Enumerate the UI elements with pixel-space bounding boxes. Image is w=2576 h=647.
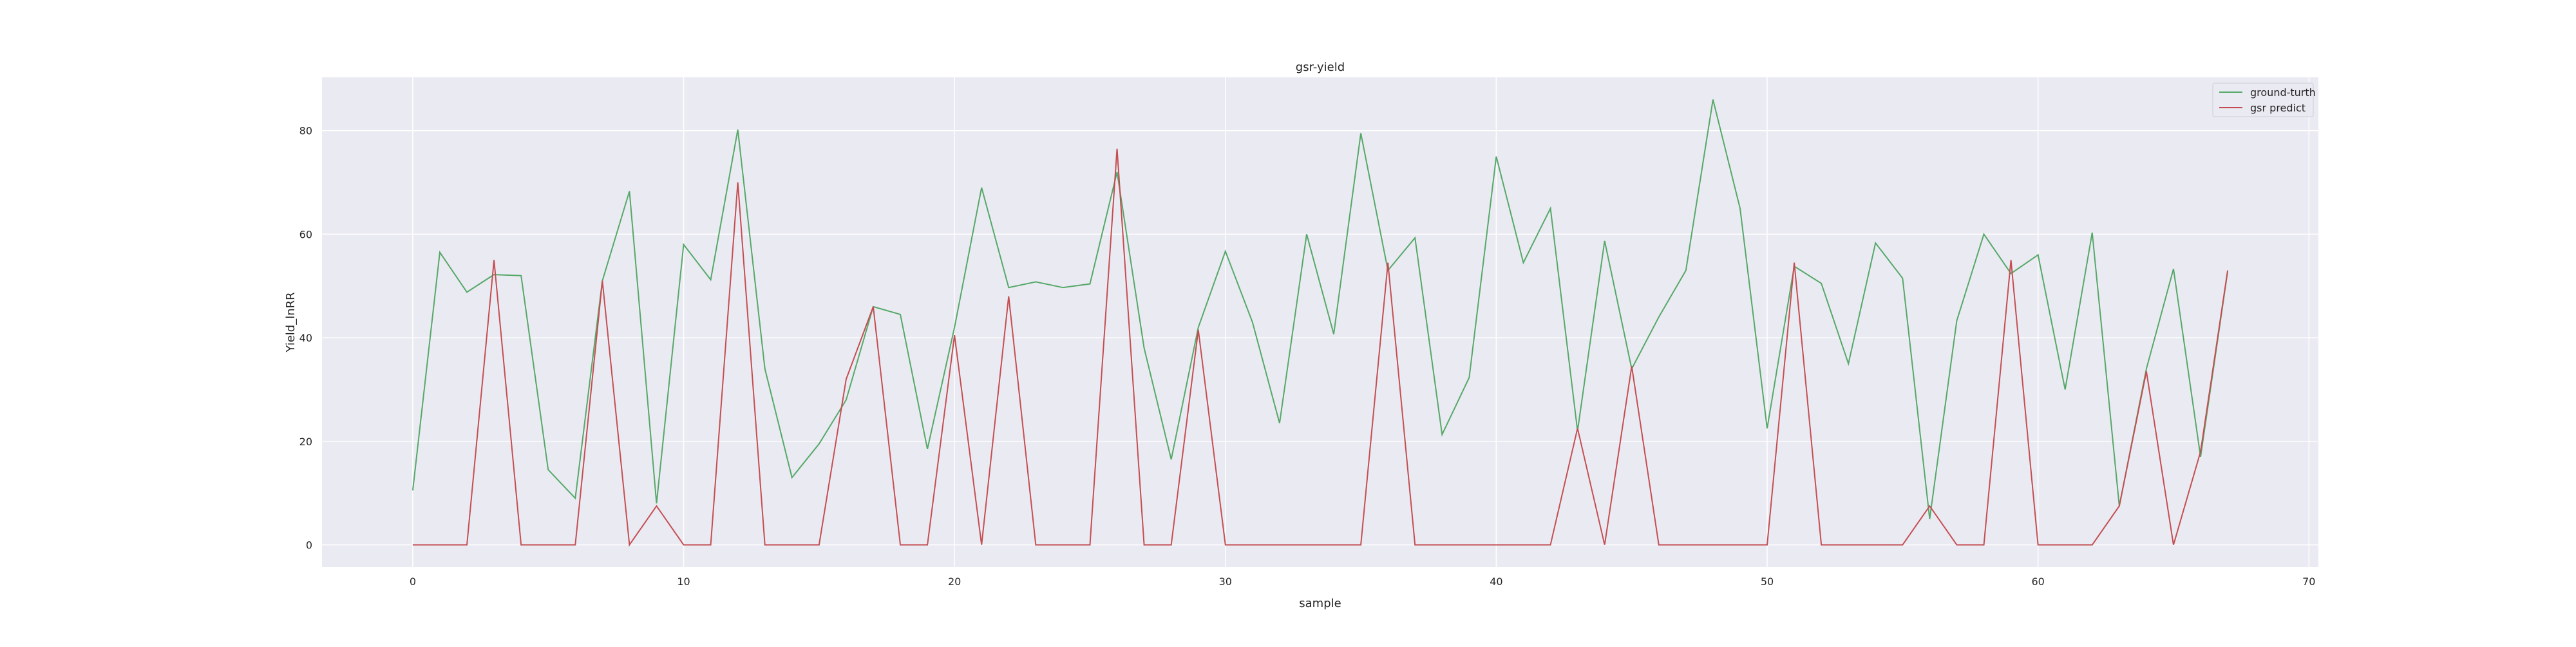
x-tick-label: 30 — [1219, 575, 1232, 588]
x-tick-label: 20 — [948, 575, 961, 588]
x-tick-label: 60 — [2031, 575, 2044, 588]
y-tick-label: 40 — [299, 332, 312, 344]
x-tick-label: 70 — [2302, 575, 2315, 588]
chart-title: gsr-yield — [1296, 61, 1345, 74]
legend-gsr-predict-label: gsr predict — [2250, 102, 2306, 114]
x-tick-label: 10 — [677, 575, 690, 588]
legend-ground-turth-label: ground-turth — [2250, 86, 2316, 99]
y-tick-label: 60 — [299, 228, 312, 240]
y-tick-label: 80 — [299, 125, 312, 137]
tick-labels: 0 10 20 30 40 50 60 70 0 20 40 60 80 — [299, 125, 2316, 588]
series-lines — [412, 99, 2229, 547]
y-tick-label: 0 — [306, 539, 312, 551]
x-tick-label: 40 — [1490, 575, 1502, 588]
plot-background — [322, 77, 2318, 567]
series-line-gsr-predict — [412, 148, 2229, 547]
x-axis-label: sample — [1299, 597, 1341, 610]
legend: ground-turth gsr predict — [2212, 82, 2316, 117]
series-line-ground-turth — [412, 99, 2229, 519]
x-tick-label: 0 — [410, 575, 416, 588]
x-tick-label: 50 — [1761, 575, 1774, 588]
y-axis-label: Yield_lnRR — [284, 292, 298, 352]
y-tick-label: 20 — [299, 436, 312, 448]
